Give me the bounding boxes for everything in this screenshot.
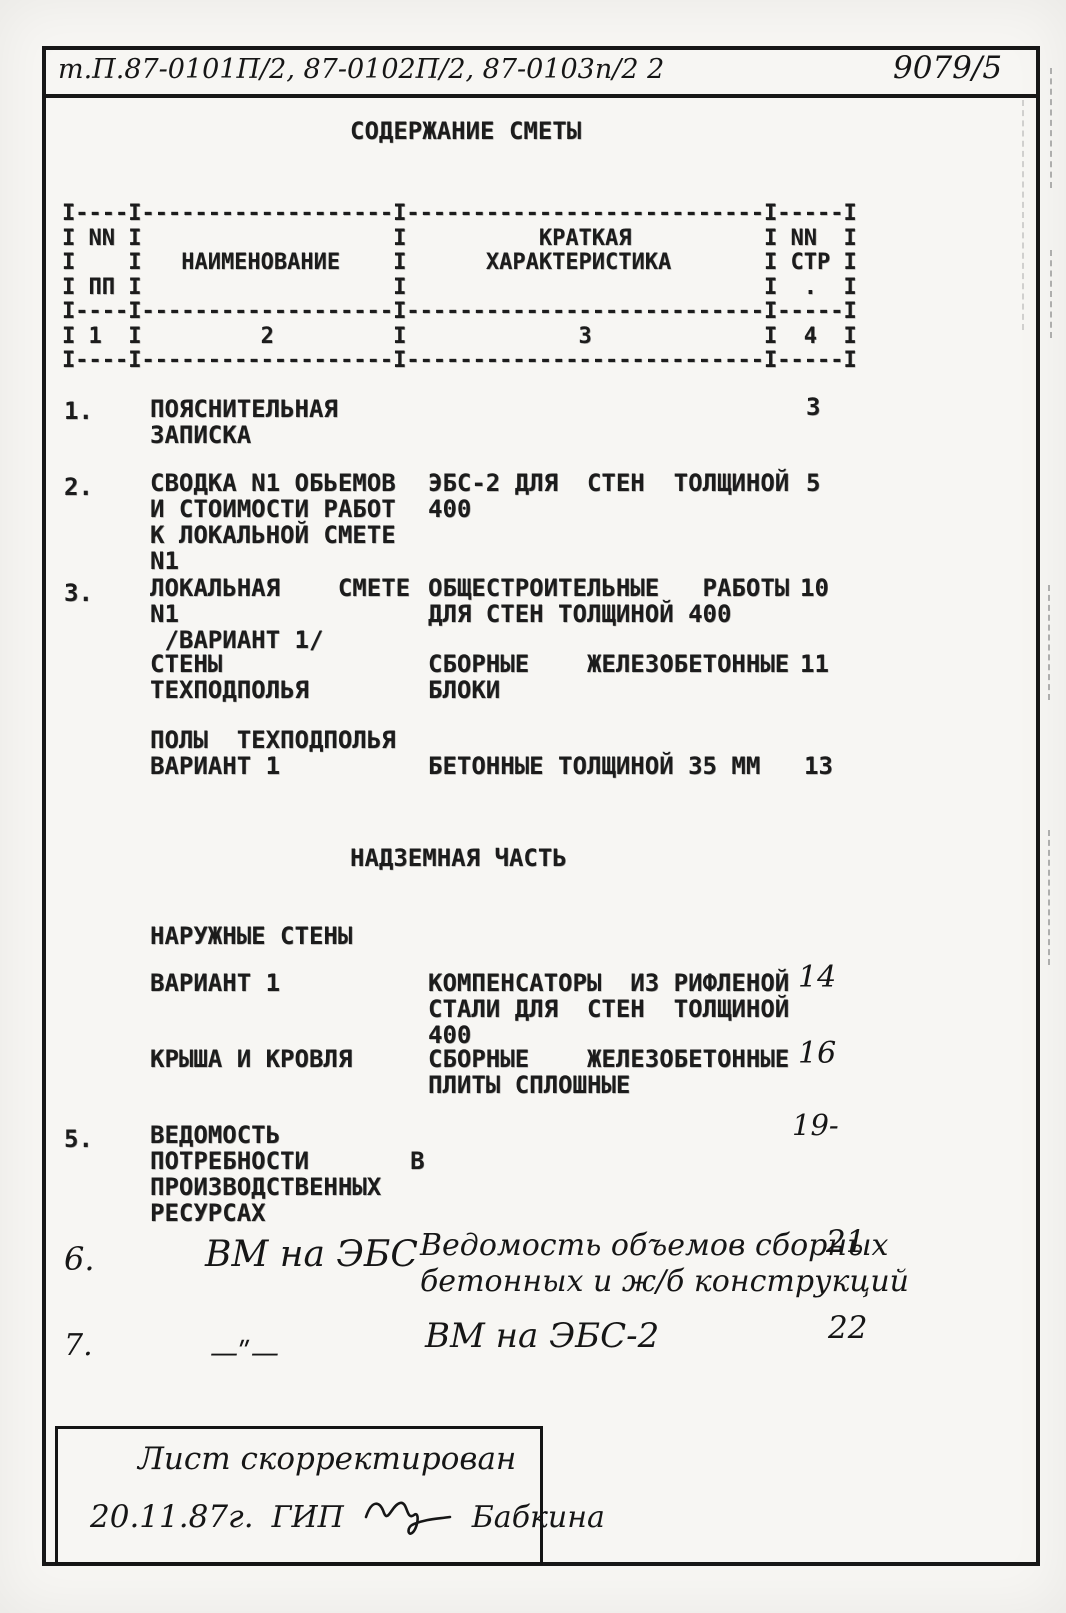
section-heading: НАДЗЕМНАЯ ЧАСТЬ	[350, 844, 567, 872]
page-number: 13	[804, 752, 833, 780]
scan-artifact-dash	[1048, 585, 1050, 700]
item-description-handwritten: ВМ на ЭБС-2	[425, 1316, 660, 1356]
correction-note-box: Лист скорректирован 20.11.87г. ГИП Бабки…	[55, 1426, 605, 1565]
item-description: СБОРНЫЕ ЖЕЛЕЗОБЕТОННЫЕ ПЛИТЫ СПЛОШНЫЕ	[428, 1045, 790, 1099]
scan-artifact-dash	[1022, 100, 1024, 330]
row-number-handwritten: 7.	[64, 1328, 93, 1363]
page-number-handwritten: 14	[798, 960, 837, 995]
item-name-handwritten: ВМ на ЭБС	[205, 1234, 418, 1275]
page-number-handwritten: 19-	[792, 1108, 839, 1142]
item-name: ВАРИАНТ 1	[150, 969, 281, 997]
item-name: КРЫША И КРОВЛЯ	[150, 1045, 353, 1073]
page-number: 3	[806, 393, 821, 421]
correction-note-name: Бабкина	[471, 1500, 605, 1535]
row-number: 2.	[64, 473, 93, 501]
item-name: СТЕНЫ ТЕХПОДПОЛЬЯ	[150, 650, 309, 704]
item-description: КОМПЕНСАТОРЫ ИЗ РИФЛЕНОЙ СТАЛИ ДЛЯ СТЕН …	[428, 969, 790, 1049]
page-title: СОДЕРЖАНИЕ СМЕТЫ	[350, 117, 582, 145]
item-description: БЕТОННЫЕ ТОЛЩИНОЙ 35 ММ	[428, 752, 761, 780]
header-rule	[42, 94, 1040, 98]
signature-scribble	[364, 1501, 452, 1535]
item-description: ОБЩЕСТРОИТЕЛЬНЫЕ РАБОТЫ ДЛЯ СТЕН ТОЛЩИНО…	[428, 574, 790, 628]
row-number: 3.	[64, 579, 93, 607]
ditto-mark: —ʺ—	[210, 1336, 279, 1369]
item-description-handwritten: Ведомость объемов сборных бетонных и ж/б…	[420, 1228, 909, 1299]
scan-artifact-dash	[1048, 830, 1050, 965]
correction-note-date: 20.11.87г.	[90, 1499, 254, 1535]
item-name: ЛОКАЛЬНАЯ СМЕТЕ N1 /ВАРИАНТ 1/	[150, 574, 411, 654]
page-number-handwritten: 16	[798, 1036, 837, 1071]
sheet-number: 9079/5	[893, 50, 1003, 86]
page-number-handwritten: 21	[826, 1224, 866, 1260]
correction-note-role: ГИП	[271, 1500, 344, 1535]
correction-note-text: Лист скорректирован	[138, 1441, 517, 1477]
item-name: НАРУЖНЫЕ СТЕНЫ	[150, 922, 353, 950]
page-number: 5	[806, 469, 821, 497]
page-number-handwritten: 22	[828, 1310, 868, 1346]
item-description: СБОРНЫЕ ЖЕЛЕЗОБЕТОННЫЕ БЛОКИ	[428, 650, 790, 704]
item-description: ЭБС-2 ДЛЯ СТЕН ТОЛЩИНОЙ 400	[428, 469, 790, 523]
item-name: СВОДКА N1 ОБЬЕМОВ И СТОИМОСТИ РАБОТ К ЛО…	[150, 469, 396, 575]
row-number: 1.	[64, 397, 93, 425]
item-name: ВЕДОМОСТЬ ПОТРЕБНОСТИ В ПРОИЗВОДСТВЕННЫХ…	[150, 1121, 425, 1227]
page-number: 11	[800, 650, 829, 678]
row-number: 5.	[64, 1125, 93, 1153]
scan-artifact-dash	[1050, 250, 1052, 338]
page-number: 10	[800, 574, 829, 602]
row-number-handwritten: 6.	[64, 1240, 95, 1278]
estimate-table-header: I----I-------------------I--------------…	[62, 201, 857, 373]
project-codes-note: т.П.87-0101П/2, 87-0102П/2, 87-0103п/2 2	[58, 54, 665, 85]
item-name: ПОЯСНИТЕЛЬНАЯ ЗАПИСКА	[150, 395, 338, 449]
scan-artifact-dash	[1050, 68, 1052, 188]
item-name: ПОЛЫ ТЕХПОДПОЛЬЯ ВАРИАНТ 1	[150, 726, 396, 780]
